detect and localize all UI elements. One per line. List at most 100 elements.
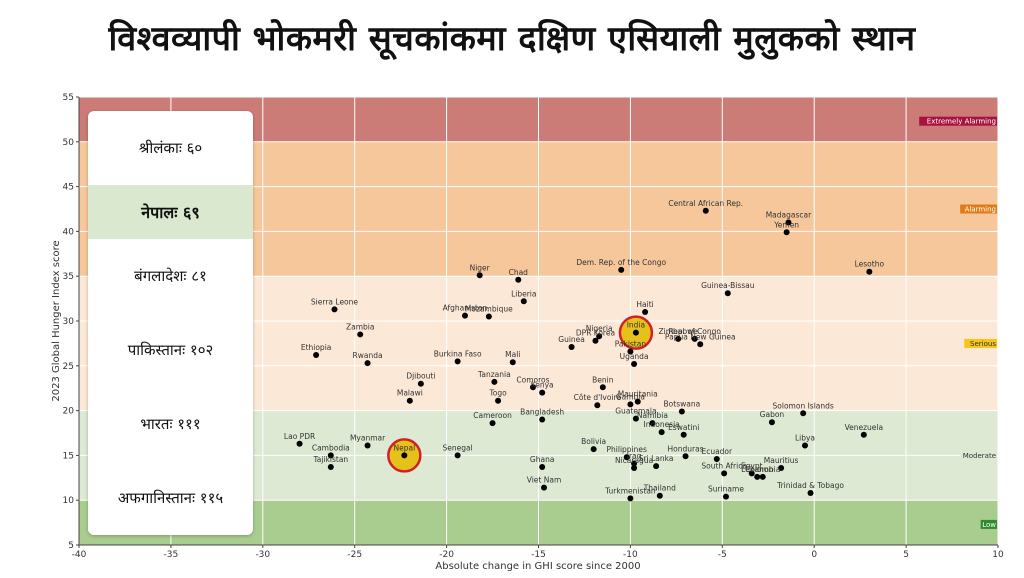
point-label-burkina-faso: Burkina Faso <box>434 349 482 358</box>
point-label-pakistan: Pakistan <box>615 339 647 348</box>
point-mauritius <box>778 464 785 471</box>
rank-item: पाकिस्तानः १०२ <box>127 340 214 359</box>
y-tick-label: 35 <box>63 272 74 282</box>
point-ghana <box>539 464 546 471</box>
point-liberia <box>520 298 527 305</box>
point-gabon <box>768 419 775 426</box>
point-label-zimbabwe: Zimbabwe <box>658 327 698 336</box>
point-comoros <box>529 384 536 391</box>
point-label-botswana: Botswana <box>664 399 701 408</box>
point-chad <box>515 276 522 283</box>
point-namibia <box>649 420 656 427</box>
point-tanzania <box>491 378 498 385</box>
point-dem-rep-of-the-congo <box>618 266 625 273</box>
point-sri-lanka <box>653 463 660 470</box>
point-label-guatemala: Guatemala <box>615 407 656 416</box>
point-egypt <box>748 470 755 477</box>
point-label-egypt: Egypt <box>741 461 763 470</box>
point-label-ethiopia: Ethiopia <box>301 343 332 352</box>
point-nigeria <box>596 333 603 340</box>
rank-item: अफगानिस्तानः ११५ <box>117 488 224 507</box>
point-label-thailand: Thailand <box>643 484 676 493</box>
point-viet-nam <box>541 484 548 491</box>
point-label-philippines: Philippines <box>607 445 648 454</box>
point-c-te-d-ivoire <box>594 402 601 409</box>
point-central-african-rep <box>702 207 709 214</box>
point-togo <box>495 397 502 404</box>
rank-item: बंगलादेशः ८१ <box>134 266 207 285</box>
point-label-cambodia: Cambodia <box>312 443 350 452</box>
point-label-rep-of-congo: Rep. of Congo <box>668 327 721 336</box>
point-label-benin: Benin <box>592 375 614 384</box>
point-label-tajikistan: Tajikistan <box>312 455 348 464</box>
band-tag-bg <box>960 204 997 214</box>
point-label-viet-nam: Viet Nam <box>527 476 562 485</box>
point-mozambique <box>485 313 492 320</box>
x-tick-label: -30 <box>255 550 270 560</box>
point-label-cameroon: Cameroon <box>473 411 512 420</box>
point-label-sri-lanka: Sri Lanka <box>639 454 674 463</box>
point-label-bolivia: Bolivia <box>581 437 606 446</box>
point-label-solomon-islands: Solomon Islands <box>773 401 834 410</box>
point-label-zambia: Zambia <box>346 322 374 331</box>
point-label-indonesia: Indonesia <box>644 420 680 429</box>
point-label-rwanda: Rwanda <box>353 351 383 360</box>
point-label-liberia: Liberia <box>511 289 536 298</box>
x-tick-label: 10 <box>992 550 1004 560</box>
point-papua-new-guinea <box>697 341 704 348</box>
point-label-haiti: Haiti <box>636 300 653 309</box>
band-tag: Serious <box>970 340 996 348</box>
point-label-mozambique: Mozambique <box>465 305 513 314</box>
band-tag-bg <box>980 519 997 529</box>
point-label-malawi: Malawi <box>397 389 423 398</box>
point-label-ghana: Ghana <box>530 455 555 464</box>
point-zambia <box>357 331 364 338</box>
point-label-guinea-bissau: Guinea-Bissau <box>701 281 755 290</box>
y-tick-label: 45 <box>63 183 74 193</box>
point-sierra-leone <box>331 306 338 313</box>
point-iraq <box>631 460 638 467</box>
point-label-myanmar: Myanmar <box>350 434 386 443</box>
point-dpr-korea <box>592 337 599 344</box>
point-botswana <box>678 408 685 415</box>
rank-panel: श्रीलंकाः ६० नेपालः ६९ बंगलादेशः ८१ पाकिस्त… <box>88 111 253 535</box>
point-label-djibouti: Djibouti <box>406 372 435 381</box>
point-label-honduras: Honduras <box>667 444 703 453</box>
point-suriname <box>722 493 729 500</box>
y-tick-label: 50 <box>63 138 75 148</box>
point-pakistan <box>627 348 634 355</box>
x-tick-label: -10 <box>623 550 638 560</box>
severity-tags: Low Moderate Serious Alarming Extremely Alar… <box>919 116 997 529</box>
point-label-suriname: Suriname <box>708 485 744 494</box>
point-label-turkmenistan: Turkmenistan <box>604 486 656 495</box>
point-label-libya: Libya <box>795 434 815 443</box>
point-afghanistan <box>461 312 468 319</box>
y-tick-label: 10 <box>63 496 75 506</box>
point-bangladesh <box>539 416 546 423</box>
page-title: विश्वव्यापी भोकमरी सूचकांकमा दक्षिण एसिय… <box>108 19 916 59</box>
point-label-kenya: Kenya <box>531 381 554 390</box>
point-label-tanzania: Tanzania <box>477 370 511 379</box>
rank-item: नेपालः ६९ <box>88 185 253 239</box>
x-axis-label: Absolute change in GHI score since 2000 <box>435 561 640 572</box>
rank-item: श्रीलंकाः ६० <box>138 139 203 158</box>
point-eswatini <box>680 431 687 438</box>
point-malawi <box>406 397 413 404</box>
point-label-dem-rep-of-the-congo: Dem. Rep. of the Congo <box>576 258 666 267</box>
point-label-lao-pdr: Lao PDR <box>284 432 315 441</box>
band-tag: Alarming <box>965 206 996 214</box>
point-burkina-faso <box>454 358 461 365</box>
point-label-ecuador: Ecuador <box>701 447 733 456</box>
point-label-eswatini: Eswatini <box>668 423 699 432</box>
point-label-mauritius: Mauritius <box>764 456 799 465</box>
point-label-gabon: Gabon <box>760 410 785 419</box>
point-haiti <box>642 309 649 316</box>
rank-item: भारतः १११ <box>140 414 201 433</box>
point-label-mauritania: Mauritania <box>618 390 658 399</box>
band-tag-bg <box>919 116 997 126</box>
point-label-sierra-leone: Sierra Leone <box>311 297 358 306</box>
point-label-c-te-d-ivoire: Côte d'Ivoire <box>574 393 622 402</box>
point-cambodia <box>327 452 334 459</box>
point-label-comoros: Comoros <box>516 375 549 384</box>
